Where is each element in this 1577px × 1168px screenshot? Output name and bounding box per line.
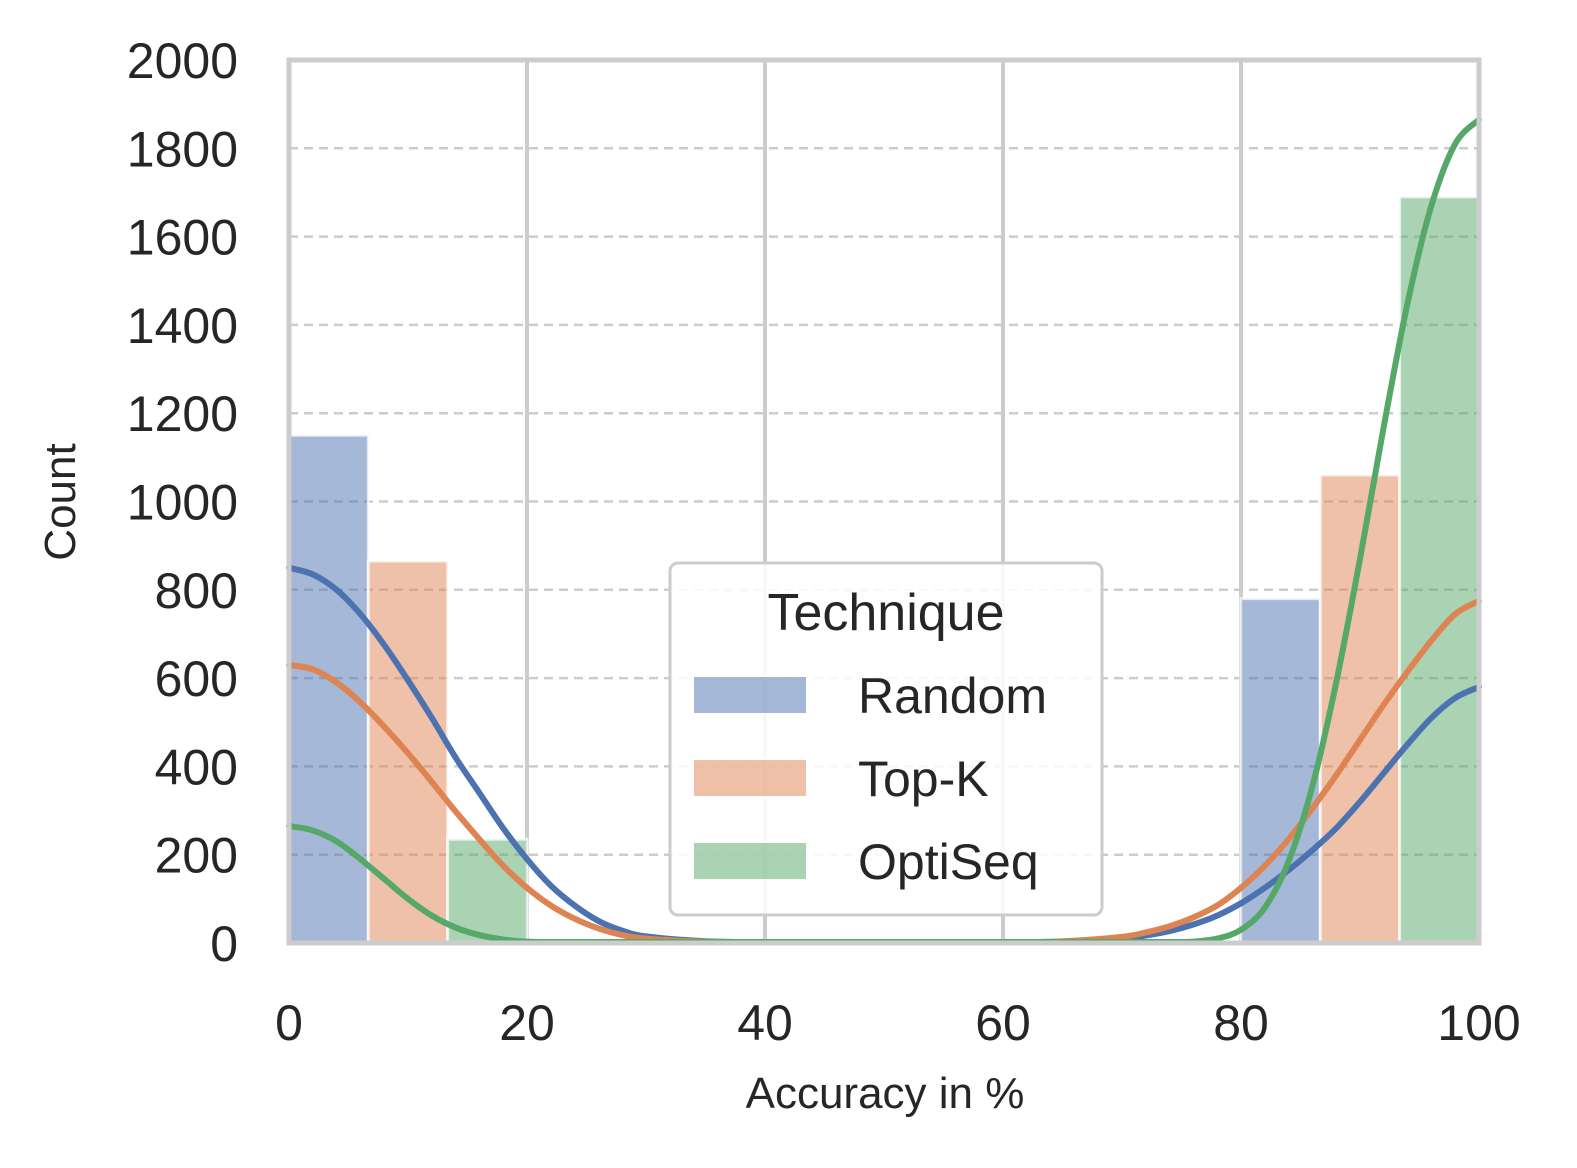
- y-tick-label: 0: [210, 916, 238, 972]
- x-tick-label: 0: [275, 995, 303, 1051]
- legend-swatch-random: [692, 675, 808, 715]
- plot-frame: [286, 57, 1482, 946]
- tick-labels: 0 200 400 600 800 1000 1200 1400 1600 1800 2000 0 20…: [127, 33, 1521, 1051]
- legend-frame: [668, 561, 1104, 917]
- legend-swatch-top-k: [692, 758, 808, 798]
- y-tick-label: 400: [155, 739, 238, 795]
- x-axis-label: Accuracy in %: [746, 1069, 1025, 1118]
- x-tick-label: 80: [1213, 995, 1269, 1051]
- legend: Technique Random Top-K OptiSeq: [668, 561, 1104, 917]
- legend-swatch-optiseq: [692, 841, 808, 881]
- y-axis-label: Count: [36, 443, 85, 560]
- bar-optiseq-0-20: [446, 837, 529, 945]
- bar-random-0-20: [287, 433, 370, 945]
- legend-label-optiseq: OptiSeq: [858, 834, 1039, 890]
- y-tick-label: 1200: [127, 386, 238, 442]
- y-tick-label: 200: [155, 828, 238, 884]
- legend-label-random: Random: [858, 668, 1047, 724]
- y-tick-label: 2000: [127, 33, 238, 89]
- bar-optiseq-80-100: [1398, 195, 1481, 945]
- x-tick-label: 100: [1437, 995, 1520, 1051]
- y-tick-label: 1400: [127, 298, 238, 354]
- x-tick-label: 40: [737, 995, 793, 1051]
- y-tick-label: 600: [155, 651, 238, 707]
- legend-title: Technique: [767, 584, 1004, 642]
- x-tick-label: 60: [975, 995, 1031, 1051]
- y-tick-label: 1000: [127, 475, 238, 531]
- y-tick-label: 1800: [127, 121, 238, 177]
- axes-spine: [286, 57, 1482, 946]
- x-tick-label: 20: [499, 995, 555, 1051]
- legend-label-top-k: Top-K: [858, 751, 989, 807]
- y-tick-label: 1600: [127, 210, 238, 266]
- bar-random-80-100: [1239, 597, 1322, 945]
- y-tick-label: 800: [155, 563, 238, 619]
